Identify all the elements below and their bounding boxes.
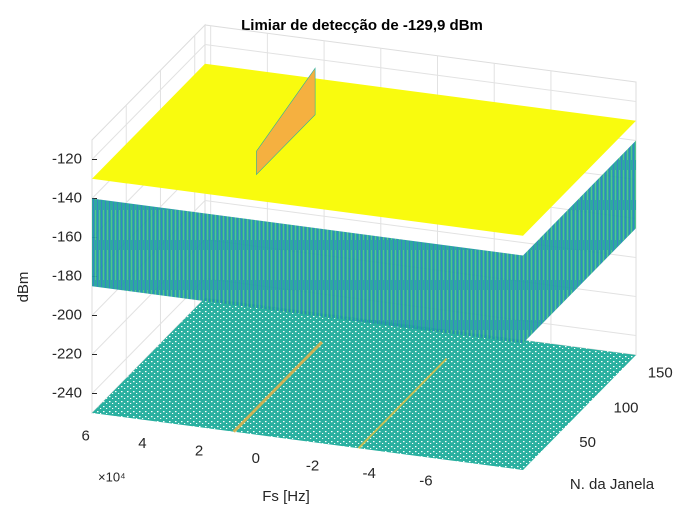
x-tick-label: -6 bbox=[419, 473, 432, 490]
y-tick-label: 150 bbox=[648, 364, 673, 381]
z-tick-label: -140 bbox=[52, 189, 82, 206]
y-axis-label: N. da Janela bbox=[570, 476, 655, 493]
x-tick-label: 2 bbox=[195, 443, 203, 460]
x-tick-label: 4 bbox=[138, 435, 146, 452]
z-tick-label: -220 bbox=[52, 345, 82, 362]
x-multiplier: ×10⁴ bbox=[98, 469, 126, 484]
grid-line bbox=[91, 43, 637, 160]
noise-surface bbox=[92, 140, 636, 344]
z-axis-label: dBm bbox=[15, 272, 32, 303]
x-tick-label: -4 bbox=[363, 465, 376, 482]
signal-peak bbox=[256, 67, 316, 176]
z-tick-label: -180 bbox=[52, 267, 82, 284]
x-tick-label: 0 bbox=[252, 450, 260, 467]
y-tick-label: 100 bbox=[613, 399, 638, 416]
z-tick-label: -200 bbox=[52, 306, 82, 323]
z-tick-label: -240 bbox=[52, 384, 82, 401]
floor-signal bbox=[232, 340, 323, 433]
z-tick-label: -120 bbox=[52, 150, 82, 167]
x-tick-label: 6 bbox=[81, 428, 89, 445]
threshold-plane bbox=[92, 63, 636, 236]
x-axis-label: Fs [Hz] bbox=[262, 488, 310, 505]
z-tick-label: -160 bbox=[52, 228, 82, 245]
floor-signal bbox=[357, 357, 448, 449]
chart-title: Limiar de detecção de -129,9 dBm bbox=[241, 17, 483, 34]
y-tick-label: 50 bbox=[579, 434, 596, 451]
floor-surface bbox=[92, 298, 636, 470]
x-tick-label: -2 bbox=[306, 458, 319, 475]
